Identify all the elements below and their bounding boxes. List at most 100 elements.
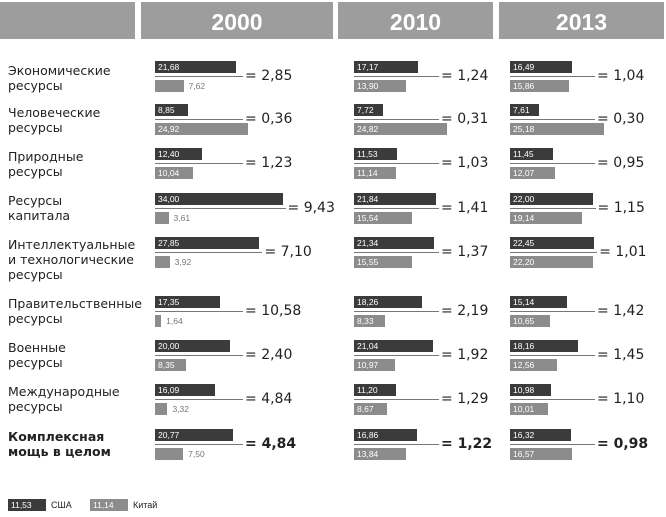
china-bar xyxy=(354,315,386,327)
usa-value-label: 22,45 xyxy=(513,238,535,248)
usa-value-label: 7,72 xyxy=(357,105,374,115)
ratio-value: = 2,19 xyxy=(441,303,488,319)
row-label-line: Природные xyxy=(8,149,84,164)
ratio-number: 0,98 xyxy=(613,436,649,452)
equals-sign: = xyxy=(441,200,458,216)
row-label-line: Экономические xyxy=(8,63,111,78)
usa-bar xyxy=(155,237,260,249)
usa-value-label: 16,32 xyxy=(513,430,535,440)
ratio-value: = 1,24 xyxy=(441,68,488,84)
divider-line xyxy=(354,208,439,209)
usa-bar xyxy=(155,384,216,396)
china-value-label: 1,64 xyxy=(166,316,183,326)
equals-sign: = xyxy=(245,155,262,171)
divider-line xyxy=(155,311,243,312)
china-value-label: 25,18 xyxy=(513,124,535,134)
row-label-line: Интеллектуальные xyxy=(8,237,136,252)
row-label: Интеллектуальные и технологические ресурсы xyxy=(8,237,150,282)
usa-value-label: 18,16 xyxy=(513,341,535,351)
year-header: 2000 xyxy=(211,9,263,35)
china-value-label: 24,82 xyxy=(357,124,379,134)
row-label: Человеческие ресурсы xyxy=(8,105,150,135)
china-value-label: 7,62 xyxy=(188,81,206,91)
divider-line xyxy=(354,252,439,253)
equals-sign: = xyxy=(245,436,262,452)
usa-bar xyxy=(510,237,595,249)
usa-bar xyxy=(510,148,553,160)
ratio-number: 1,92 xyxy=(457,347,489,363)
china-bar xyxy=(354,80,407,92)
divider-line xyxy=(510,399,595,400)
usa-bar xyxy=(510,296,567,308)
row-label: Экономические ресурсы xyxy=(8,63,150,93)
row-label-line: Ресурсы xyxy=(8,193,63,208)
usa-value-label: 21,84 xyxy=(357,194,379,204)
ratio-number: 9,43 xyxy=(303,200,335,216)
usa-value-label: 11,53 xyxy=(357,149,378,159)
china-value-label: 13,90 xyxy=(357,81,379,91)
usa-bar xyxy=(155,148,202,160)
legend-label: США xyxy=(51,500,72,510)
china-bar xyxy=(510,212,582,224)
china-value-label: 15,55 xyxy=(357,257,379,267)
equals-sign: = xyxy=(245,68,262,84)
china-bar xyxy=(510,315,550,327)
usa-value-label: 20,77 xyxy=(158,430,180,440)
divider-line xyxy=(155,163,243,164)
usa-value-label: 10,98 xyxy=(513,385,535,395)
ratio-number: 4,84 xyxy=(261,436,297,452)
row-label-line: Военные xyxy=(8,340,66,355)
equals-sign: = xyxy=(245,303,262,319)
china-bar xyxy=(510,403,548,415)
ratio-value: = 1,41 xyxy=(441,200,488,216)
usa-value-label: 16,49 xyxy=(513,62,535,72)
ratio-number: 1,42 xyxy=(613,303,645,319)
ratio-value: = 1,92 xyxy=(441,347,488,363)
usa-bar xyxy=(354,340,433,352)
china-bar xyxy=(510,448,573,460)
ratio-number: 1,29 xyxy=(457,391,489,407)
ratio-value: = 1,15 xyxy=(598,200,645,216)
ratio-number: 0,95 xyxy=(613,155,645,171)
row-label-line: Международные xyxy=(8,384,120,399)
usa-bar xyxy=(354,384,396,396)
legend-label: Китай xyxy=(133,500,158,510)
row-label-line: ресурсы xyxy=(8,355,63,370)
china-bar xyxy=(155,167,193,179)
year-header: 2013 xyxy=(555,9,608,35)
divider-line xyxy=(510,208,596,209)
equals-sign: = xyxy=(441,68,458,84)
divider-line xyxy=(354,399,439,400)
equals-sign: = xyxy=(287,200,304,216)
usa-bar xyxy=(354,61,419,73)
usa-bar xyxy=(155,61,237,73)
china-value-label: 11,14 xyxy=(357,168,378,178)
ratio-value: = 2,85 xyxy=(245,68,292,84)
divider-line xyxy=(155,119,243,120)
row-label: Комплексная мощь в целом xyxy=(8,429,150,459)
china-value-label: 19,14 xyxy=(513,213,535,223)
ratio-number: 0,31 xyxy=(457,111,489,127)
usa-value-label: 27,85 xyxy=(158,238,180,248)
divider-line xyxy=(155,252,263,253)
row-label-line: ресурсы xyxy=(8,399,63,414)
equals-sign: = xyxy=(597,303,614,319)
usa-value-label: 16,86 xyxy=(357,430,379,440)
divider-line xyxy=(510,163,595,164)
usa-value-label: 34,00 xyxy=(158,194,180,204)
divider-line xyxy=(155,399,243,400)
usa-bar xyxy=(354,296,423,308)
ratio-number: 4,84 xyxy=(261,391,293,407)
china-value-label: 12,07 xyxy=(513,168,535,178)
usa-bar xyxy=(354,104,383,116)
usa-value-label: 7,61 xyxy=(513,105,530,115)
china-bar xyxy=(354,448,406,460)
china-value-label: 12,56 xyxy=(513,360,535,370)
row-label-line: ресурсы xyxy=(8,78,63,93)
equals-sign: = xyxy=(597,111,614,127)
ratio-number: 1,24 xyxy=(457,68,489,84)
header-blank-cell xyxy=(0,2,135,39)
usa-value-label: 18,26 xyxy=(357,297,379,307)
usa-bar xyxy=(510,340,579,352)
ratio-number: 2,19 xyxy=(457,303,489,319)
